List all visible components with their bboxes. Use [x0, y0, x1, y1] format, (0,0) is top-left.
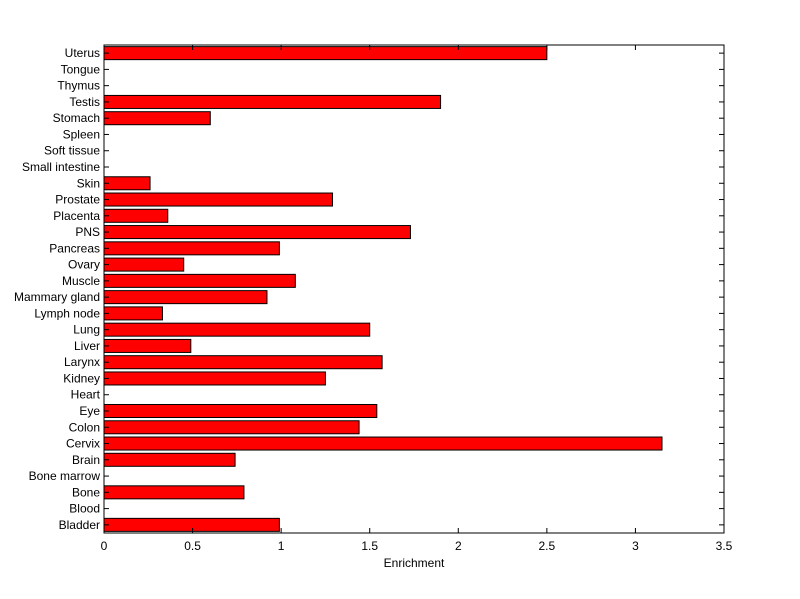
x-tick-labels: 0 0.5 1 1.5 2 2.5 3 3.5 — [101, 539, 733, 553]
bar-prostate — [103, 192, 334, 207]
bar-placenta — [103, 208, 169, 223]
bar-pancreas — [103, 241, 280, 256]
bars-group — [103, 46, 663, 532]
bar-testis — [103, 94, 442, 109]
category-label: Skin — [77, 176, 100, 190]
x-tick-label: 3.5 — [716, 539, 733, 553]
bar-mammary-gland — [103, 290, 268, 305]
category-label: Eye — [79, 404, 100, 418]
bar-skin — [103, 176, 151, 191]
category-label: Lymph node — [34, 306, 100, 320]
category-label: Stomach — [53, 111, 100, 125]
x-tick-label: 2.5 — [539, 539, 556, 553]
category-label: Cervix — [66, 437, 100, 451]
category-label: Thymus — [57, 79, 100, 93]
bar-liver — [103, 338, 192, 353]
bar-muscle — [103, 273, 296, 288]
x-tick-label: 3 — [632, 539, 639, 553]
bar-ovary — [103, 257, 185, 272]
bar-lymph-node — [103, 306, 163, 321]
x-tick-label: 0.5 — [184, 539, 201, 553]
bar-stomach — [103, 111, 211, 126]
x-tick-label: 0 — [101, 539, 108, 553]
category-label: Spleen — [63, 127, 100, 141]
category-label: PNS — [75, 225, 100, 239]
x-tick-label: 1.5 — [361, 539, 378, 553]
category-label: Muscle — [62, 274, 100, 288]
category-label: Tongue — [61, 62, 101, 76]
category-label: Small intestine — [22, 160, 100, 174]
x-tick-label: 2 — [455, 539, 462, 553]
category-label: Soft tissue — [44, 144, 100, 158]
category-label: Colon — [69, 420, 100, 434]
x-tick-label: 1 — [278, 539, 285, 553]
category-label: Bone — [72, 485, 100, 499]
category-label: Blood — [69, 502, 100, 516]
bar-kidney — [103, 371, 326, 386]
category-label: Bladder — [59, 518, 100, 532]
category-label: Lung — [73, 323, 100, 337]
category-label: Brain — [72, 453, 100, 467]
bar-pns — [103, 225, 411, 240]
category-labels: Uterus Tongue Thymus Testis Stomach Spleen Sof… — [14, 46, 101, 532]
category-label: Ovary — [68, 258, 100, 272]
bar-larynx — [103, 355, 383, 370]
category-label: Pancreas — [49, 241, 100, 255]
category-label: Heart — [71, 388, 101, 402]
bar-bladder — [103, 517, 280, 532]
bar-eye — [103, 403, 378, 419]
x-axis-label: Enrichment — [384, 556, 445, 570]
bar-brain — [103, 452, 236, 467]
category-label: Liver — [74, 339, 100, 353]
bar-colon — [103, 420, 360, 435]
bar-bone — [103, 485, 245, 500]
bar-cervix — [103, 436, 663, 451]
category-label: Larynx — [64, 355, 100, 369]
category-label: Mammary gland — [14, 290, 100, 304]
category-label: Testis — [69, 95, 100, 109]
category-label: Bone marrow — [29, 469, 101, 483]
plot-frame — [103, 44, 725, 534]
category-label: Placenta — [53, 209, 100, 223]
category-label: Uterus — [65, 46, 100, 60]
category-label: Prostate — [55, 193, 100, 207]
category-label: Kidney — [63, 371, 100, 385]
bar-uterus — [103, 46, 548, 61]
bar-lung — [103, 322, 371, 337]
